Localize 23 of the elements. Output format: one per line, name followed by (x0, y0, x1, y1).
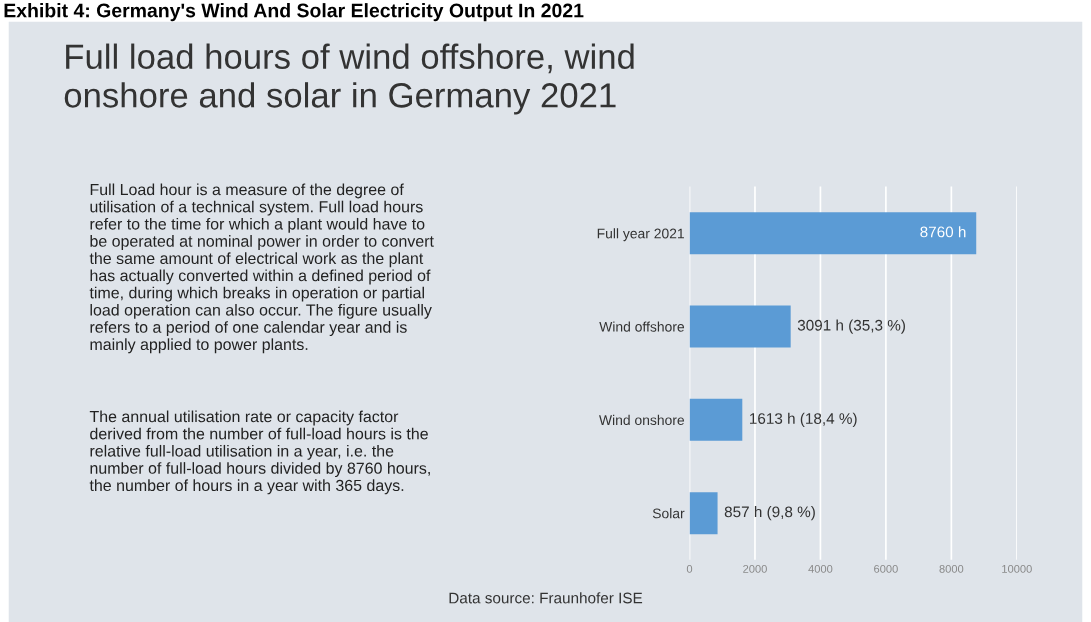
data-label: 8760 h (920, 226, 966, 238)
y-tick-label: Wind offshore (599, 321, 685, 332)
y-tick-label: Solar (652, 508, 685, 519)
x-tick-label: 10000 (1002, 564, 1032, 573)
source-note: Data source: Fraunhofer ISE (449, 592, 643, 604)
bar (689, 398, 743, 441)
data-label: 1613 h (18,4 %) (750, 412, 857, 427)
x-tick-label: 6000 (874, 564, 898, 573)
x-tick-label: 2000 (743, 564, 767, 573)
bar (689, 212, 977, 255)
bar (689, 305, 791, 348)
y-tick-label: Wind onshore (599, 414, 685, 426)
x-tick-label: 8000 (939, 564, 964, 573)
text: Full Load hour is a measure of the degree of utilisation of a technical system. Full load hours refer to the time for which a plant would have to be operated at nominal power in order to convert the same amount of electrical work as the plant has actually converted within a defined period of time, during which breaks in operation or partial load operation can also occur. The figure usually refers to a period of one calendar year and is mainly applied to power plants. (89, 183, 434, 354)
x-tick-label: 0 (686, 564, 693, 573)
bar (689, 492, 718, 535)
text: The annual utilisation rate or capacity factor derived from the number of full-load hours is the relative full-load utilisation in a year, i.e. the number of full-load hours divided by 8760 hours, the number of hours in a year with 365 days. (89, 410, 430, 495)
text: Exhibit 4: Germany's Wind And Solar Electricity Output In 2021 (4, 3, 584, 22)
text: Full load hours of wind offshore, wind onshore and solar in Germany 2021 (64, 43, 634, 115)
y-tick-label: Full year 2021 (597, 228, 684, 242)
data-label: 3091 h (35,3 %) (797, 319, 905, 334)
data-label: 857 h (9,8 %) (724, 506, 815, 521)
x-tick-label: 4000 (808, 564, 833, 573)
